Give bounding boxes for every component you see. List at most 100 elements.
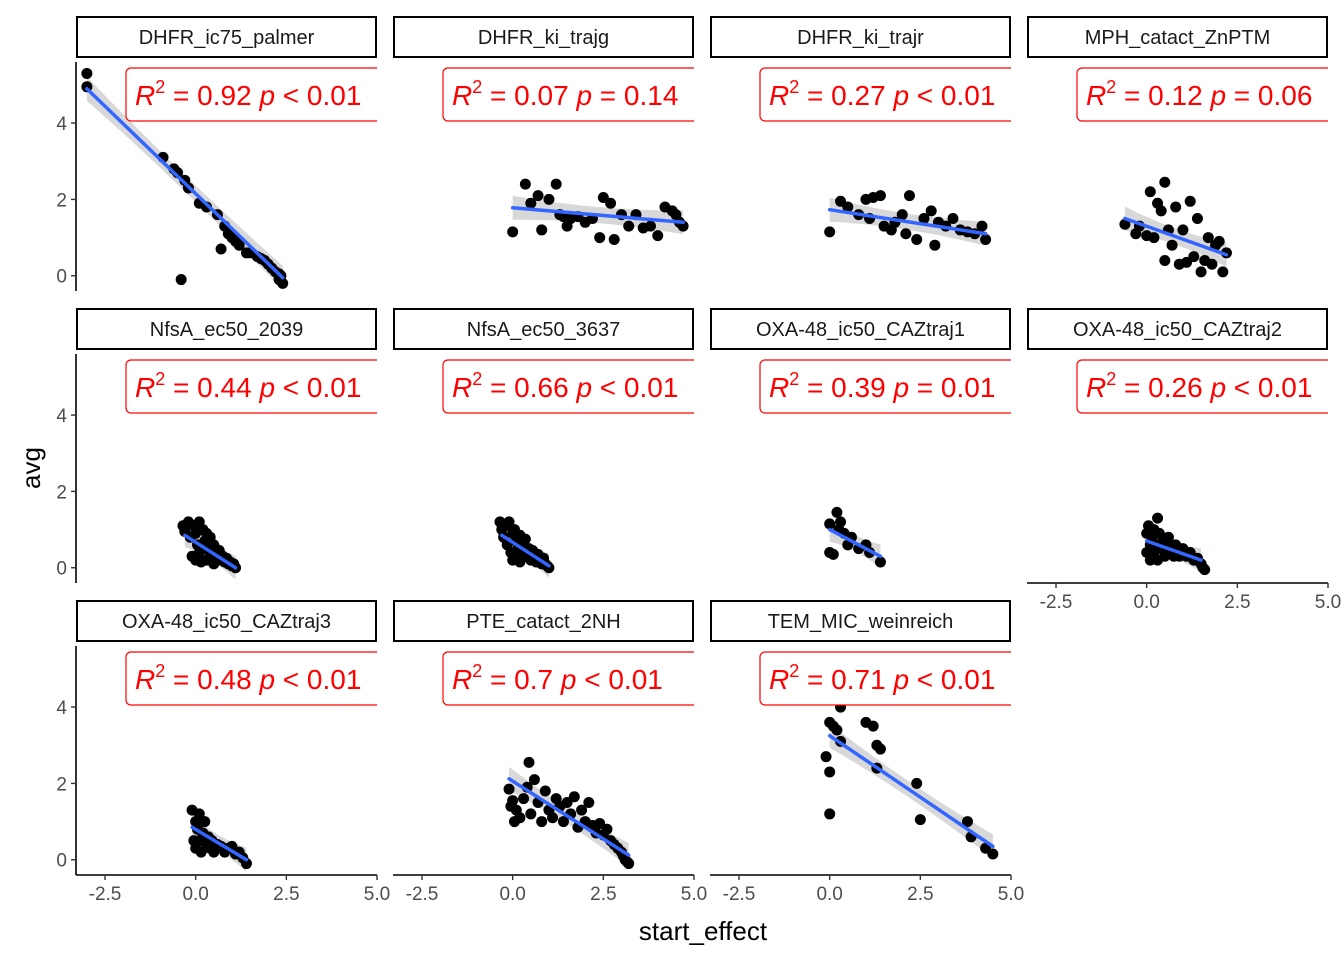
data-point (547, 812, 559, 824)
x-tick-label: 0.0 (1133, 592, 1159, 613)
stats-label: R2 = 0.71 p < 0.01 (769, 661, 995, 695)
regression-line (507, 777, 631, 857)
stats-label: R2 = 0.92 p < 0.01 (135, 77, 361, 111)
data-point (874, 743, 886, 755)
regression-line (190, 825, 249, 862)
facet-plot-area: R2 = 0.07 p = 0.14 (442, 67, 694, 245)
data-point (900, 228, 912, 240)
x-tick-label: 0.0 (182, 884, 208, 905)
data-point (523, 756, 535, 768)
data-point (175, 274, 187, 286)
regression-line (1144, 539, 1203, 562)
stats-label: R2 = 0.66 p < 0.01 (452, 369, 678, 403)
stats-label: R2 = 0.44 p < 0.01 (135, 369, 361, 403)
facet-plot-area: R2 = 0.27 p < 0.01 (759, 67, 1011, 251)
facet-plot-area: R2 = 0.44 p < 0.01 (125, 359, 377, 580)
data-point (1199, 564, 1211, 576)
data-point (594, 232, 606, 244)
facet-strip-label: PTE_catact_2NH (466, 611, 621, 633)
data-point (193, 808, 205, 820)
data-point (827, 548, 839, 560)
stats-label-box (759, 359, 1011, 414)
data-point (1162, 531, 1174, 543)
regression-line (827, 207, 988, 236)
data-point (824, 226, 836, 238)
y-tick-label: 0 (56, 851, 67, 872)
x-tick-label: 0.0 (499, 884, 525, 905)
data-point (233, 239, 245, 251)
data-point (503, 516, 515, 528)
facet-panel: OXA-48_ic50_CAZtraj2 R2 = 0.26 p < 0.01 -2… (1027, 308, 1341, 613)
data-point (831, 724, 843, 736)
data-point (918, 212, 930, 224)
data-point (1177, 224, 1189, 236)
facet-plot-area: R2 = 0.48 p < 0.01 (125, 651, 377, 872)
data-point (536, 816, 548, 828)
data-point (199, 816, 211, 828)
stats-label: R2 = 0.12 p = 0.06 (1086, 77, 1312, 111)
facet-plot-area: R2 = 0.71 p < 0.01 (759, 651, 1011, 860)
facet-plot-area: R2 = 0.66 p < 0.01 (442, 359, 694, 578)
data-point (1119, 218, 1131, 230)
facet-strip-label: TEM_MIC_weinreich (768, 611, 954, 633)
stats-label-box (125, 359, 377, 414)
facet-strip-label: DHFR_ki_trajr (797, 27, 924, 49)
data-point (976, 220, 988, 232)
data-point (1188, 251, 1200, 263)
facet-strip-label: NfsA_ec50_3637 (467, 319, 620, 341)
data-point (903, 190, 915, 202)
y-tick-label: 2 (56, 774, 67, 795)
y-tick-label: 4 (56, 698, 67, 719)
data-point (824, 808, 836, 820)
x-tick-label: 0.0 (816, 884, 842, 905)
facet-plot-area: R2 = 0.7 p < 0.01 (442, 651, 694, 870)
facet-strip (393, 600, 694, 642)
x-tick-label: 2.5 (590, 884, 616, 905)
data-point (532, 190, 544, 202)
data-point (518, 793, 530, 805)
x-tick-label: 2.5 (273, 884, 299, 905)
x-tick-label: 5.0 (681, 884, 707, 905)
data-point (644, 220, 656, 232)
stats-label-box (759, 651, 1011, 706)
y-tick-label: 2 (56, 190, 67, 211)
data-point (824, 766, 836, 778)
data-point (1170, 201, 1182, 213)
facet-panel: DHFR_ki_trajr R2 = 0.27 p < 0.01 (710, 16, 1011, 251)
stats-label-box (125, 651, 377, 706)
data-point (1202, 232, 1214, 244)
data-point (824, 518, 836, 530)
x-tick-label: -2.5 (406, 884, 439, 905)
regression-line (510, 206, 685, 225)
data-point (835, 516, 847, 528)
data-point (576, 804, 588, 816)
data-point (987, 848, 999, 860)
data-point (1159, 254, 1171, 266)
facet-panel: OXA-48_ic50_CAZtraj3 R2 = 0.48 p < 0.01 0 2… (56, 600, 390, 905)
x-tick-label: 2.5 (1224, 592, 1250, 613)
facet-strip (76, 600, 377, 642)
stats-label: R2 = 0.27 p < 0.01 (769, 77, 995, 111)
stats-label-box (125, 67, 377, 122)
regression-line (183, 533, 238, 570)
facet-panel: TEM_MIC_weinreich R2 = 0.71 p < 0.01 -2.5 0… (710, 600, 1024, 905)
data-point (503, 783, 515, 795)
facet-strip-label: OXA-48_ic50_CAZtraj3 (122, 611, 331, 633)
x-tick-label: 2.5 (907, 884, 933, 905)
facet-strip (393, 308, 694, 350)
stats-label-box (442, 651, 694, 706)
facet-strip (1027, 16, 1328, 58)
data-point (608, 233, 620, 245)
data-point (896, 209, 908, 221)
y-tick-label: 0 (56, 559, 67, 580)
facet-panel: DHFR_ic75_palmer R2 = 0.92 p < 0.01 0 2 4 (56, 16, 377, 291)
data-point (925, 205, 937, 217)
stats-label-box (759, 67, 1011, 122)
data-point (525, 197, 537, 209)
data-point (601, 823, 613, 835)
facet-plot-area: R2 = 0.12 p = 0.06 (1076, 67, 1328, 278)
data-point (201, 201, 213, 213)
data-point (81, 67, 93, 79)
facet-panel: DHFR_ki_trajg R2 = 0.07 p = 0.14 (393, 16, 694, 245)
facet-plot-area: R2 = 0.26 p < 0.01 (1076, 359, 1328, 576)
